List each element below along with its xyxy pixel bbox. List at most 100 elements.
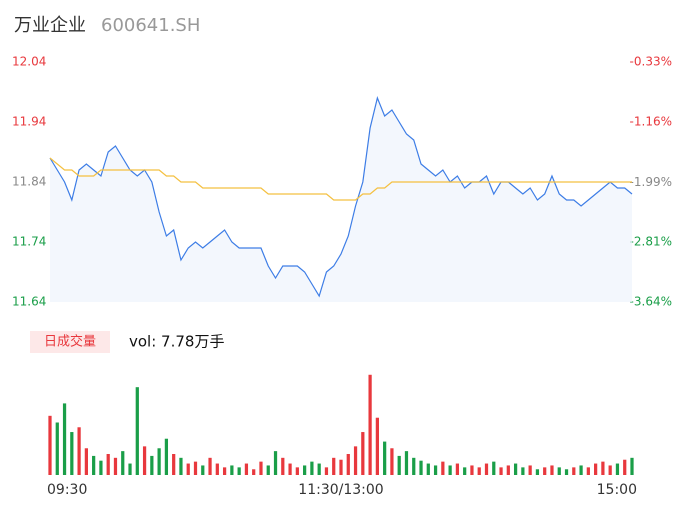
- volume-bar: [281, 457, 285, 475]
- volume-bar: [70, 432, 74, 475]
- volume-bar: [121, 451, 125, 475]
- y-tick-label: 11.64: [12, 295, 46, 309]
- volume-bar: [353, 446, 358, 475]
- volume-bar: [295, 467, 299, 475]
- volume-bar: [492, 461, 496, 475]
- volume-bar: [630, 457, 634, 475]
- volume-bar: [433, 465, 438, 475]
- volume-bar: [142, 446, 147, 475]
- volume-bar: [623, 459, 627, 475]
- volume-bar: [106, 454, 110, 475]
- volume-bar: [594, 463, 598, 475]
- volume-bar: [77, 427, 81, 475]
- volume-bar: [266, 465, 270, 475]
- volume-bar: [521, 467, 525, 475]
- volume-bar: [92, 455, 96, 475]
- volume-bar: [237, 467, 241, 475]
- volume-bar: [310, 461, 314, 475]
- stock-code: 600641.SH: [101, 15, 200, 36]
- volume-bar: [215, 463, 219, 475]
- volume-bar: [201, 465, 205, 475]
- volume-bar: [412, 457, 416, 475]
- volume-bar: [303, 465, 307, 475]
- price-area: [50, 98, 632, 302]
- volume-bar: [564, 469, 569, 475]
- volume-bar: [419, 460, 423, 475]
- volume-bar: [135, 387, 139, 475]
- volume-bar: [499, 467, 503, 475]
- volume-bar: [368, 374, 372, 475]
- volume-bar: [550, 465, 554, 475]
- volume-bar: [324, 467, 329, 475]
- volume-bar: [128, 463, 132, 475]
- volume-bar: [484, 463, 489, 475]
- volume-bar: [361, 432, 365, 475]
- volume-bar: [230, 465, 234, 475]
- x-tick-label: 11:30/13:00: [298, 482, 383, 498]
- volume-bar: [62, 403, 67, 475]
- volume-bar: [339, 459, 343, 475]
- line-price: [49, 96, 633, 298]
- volume-bar: [259, 461, 263, 475]
- volume-bar: [288, 463, 292, 475]
- volume-bar: [615, 463, 620, 475]
- volume-bar: [179, 457, 183, 475]
- volume-bar: [332, 457, 336, 475]
- volume-bar: [543, 467, 547, 475]
- y-tick-label: 11.94: [12, 115, 46, 129]
- legend: 日成交量: [44, 334, 96, 350]
- volume-bar: [383, 441, 387, 475]
- volume-bar: [426, 463, 430, 475]
- volume-bar: [455, 463, 460, 475]
- volume-bar: [99, 460, 103, 475]
- stock-name: 万业企业: [14, 15, 86, 36]
- volume-bar: [346, 454, 350, 475]
- volume-bar: [113, 457, 118, 475]
- volume-bar: [273, 451, 278, 475]
- volume-bar: [579, 465, 583, 475]
- volume-bar: [317, 463, 321, 475]
- line-average: [49, 157, 632, 201]
- volume-bar: [513, 463, 518, 475]
- volume-bar: [375, 417, 379, 475]
- volume-bar: [55, 422, 59, 475]
- y2-tick-label: -1.99%: [630, 175, 672, 189]
- y-tick-label: 11.84: [12, 175, 46, 189]
- y2-tick-label: -1.16%: [630, 115, 672, 129]
- volume-bar: [48, 415, 52, 475]
- volume-bar: [150, 455, 154, 475]
- volume-bar: [186, 463, 190, 475]
- volume-bar: [244, 463, 249, 475]
- volume-bar: [390, 448, 394, 475]
- volume-bar: [557, 467, 561, 475]
- volume-bar: [222, 467, 227, 475]
- y-tick-label: 11.74: [12, 235, 46, 249]
- volume-bar: [157, 448, 161, 475]
- volume-bar: [397, 455, 401, 475]
- y2-tick-label: -2.81%: [630, 234, 672, 248]
- volume-bar: [463, 467, 467, 475]
- y-tick-label: 12.04: [12, 55, 46, 69]
- volume-bar: [470, 465, 474, 475]
- volume-bar: [535, 469, 540, 475]
- x-tick-label: 09:30: [47, 482, 87, 498]
- volume-bar: [252, 469, 256, 475]
- volume-bar: [448, 465, 452, 475]
- volume-bar: [404, 451, 409, 475]
- y2-tick-label: -0.33%: [630, 55, 672, 69]
- volume-bar: [528, 465, 532, 475]
- volume-bar: [172, 454, 176, 475]
- legend-box: [30, 331, 110, 353]
- volume-bar: [84, 448, 88, 475]
- volume-bar: [164, 438, 169, 475]
- volume-label: vol: 7.78万手: [129, 333, 224, 351]
- y2-tick-label: -3.64%: [630, 295, 672, 309]
- volume-bar: [477, 467, 481, 475]
- x-tick-label: 15:00: [597, 482, 637, 498]
- volume-bar: [506, 465, 510, 475]
- volume-bar: [208, 457, 212, 475]
- volume-bar: [608, 465, 612, 475]
- volume-bar: [586, 467, 590, 475]
- volume-bar: [601, 461, 605, 475]
